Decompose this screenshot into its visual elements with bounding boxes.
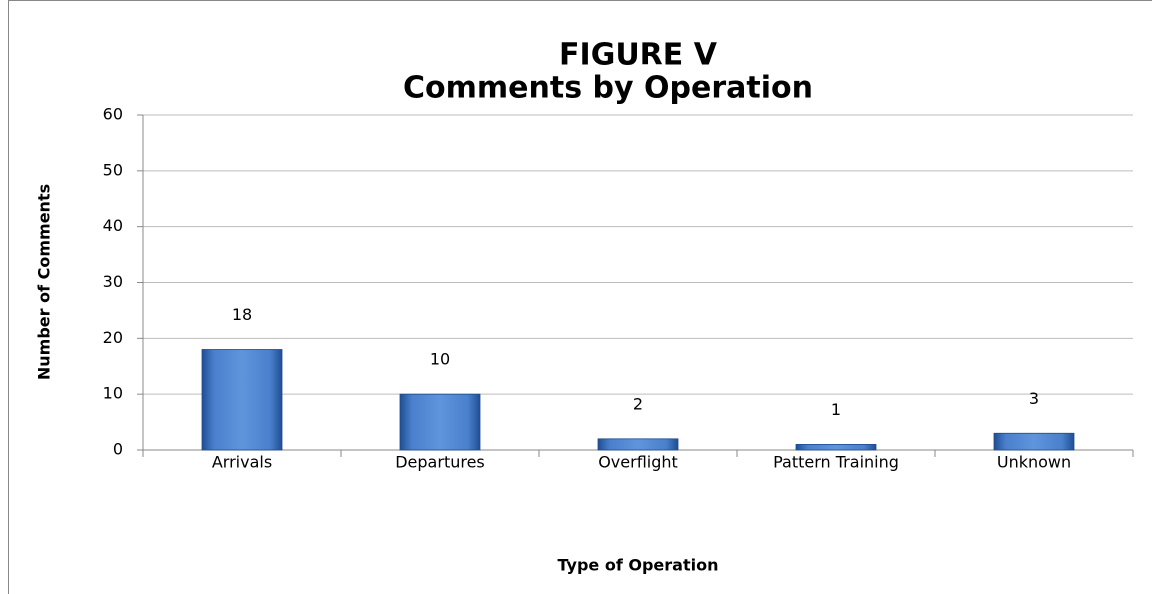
chart-title: FIGURE V [559,38,718,73]
y-tick-label: 40 [103,216,123,235]
x-tick-label: Arrivals [212,453,272,472]
bar [201,349,283,451]
y-tick-label: 50 [103,160,123,179]
x-tick-label: Unknown [997,453,1071,472]
bar [597,438,679,451]
data-label: 3 [1029,389,1039,408]
x-tick-label: Pattern Training [773,453,899,472]
data-label: 18 [232,305,252,324]
y-tick-label: 0 [113,440,123,459]
x-tick-label: Overflight [598,453,678,472]
chart-border [8,0,1152,594]
bar [399,393,481,451]
y-tick-label: 10 [103,384,123,403]
data-label: 2 [633,394,643,413]
bar [993,432,1075,451]
y-tick-label: 30 [103,272,123,291]
chart-subtitle: Comments by Operation [403,71,813,106]
bar [795,444,877,451]
x-axis-title: Type of Operation [558,556,719,575]
y-tick-label: 20 [103,328,123,347]
y-axis-title: Number of Comments [35,184,54,380]
data-label: 1 [831,400,841,419]
x-tick-label: Departures [395,453,485,472]
data-label: 10 [430,350,450,369]
y-tick-label: 60 [103,105,123,124]
